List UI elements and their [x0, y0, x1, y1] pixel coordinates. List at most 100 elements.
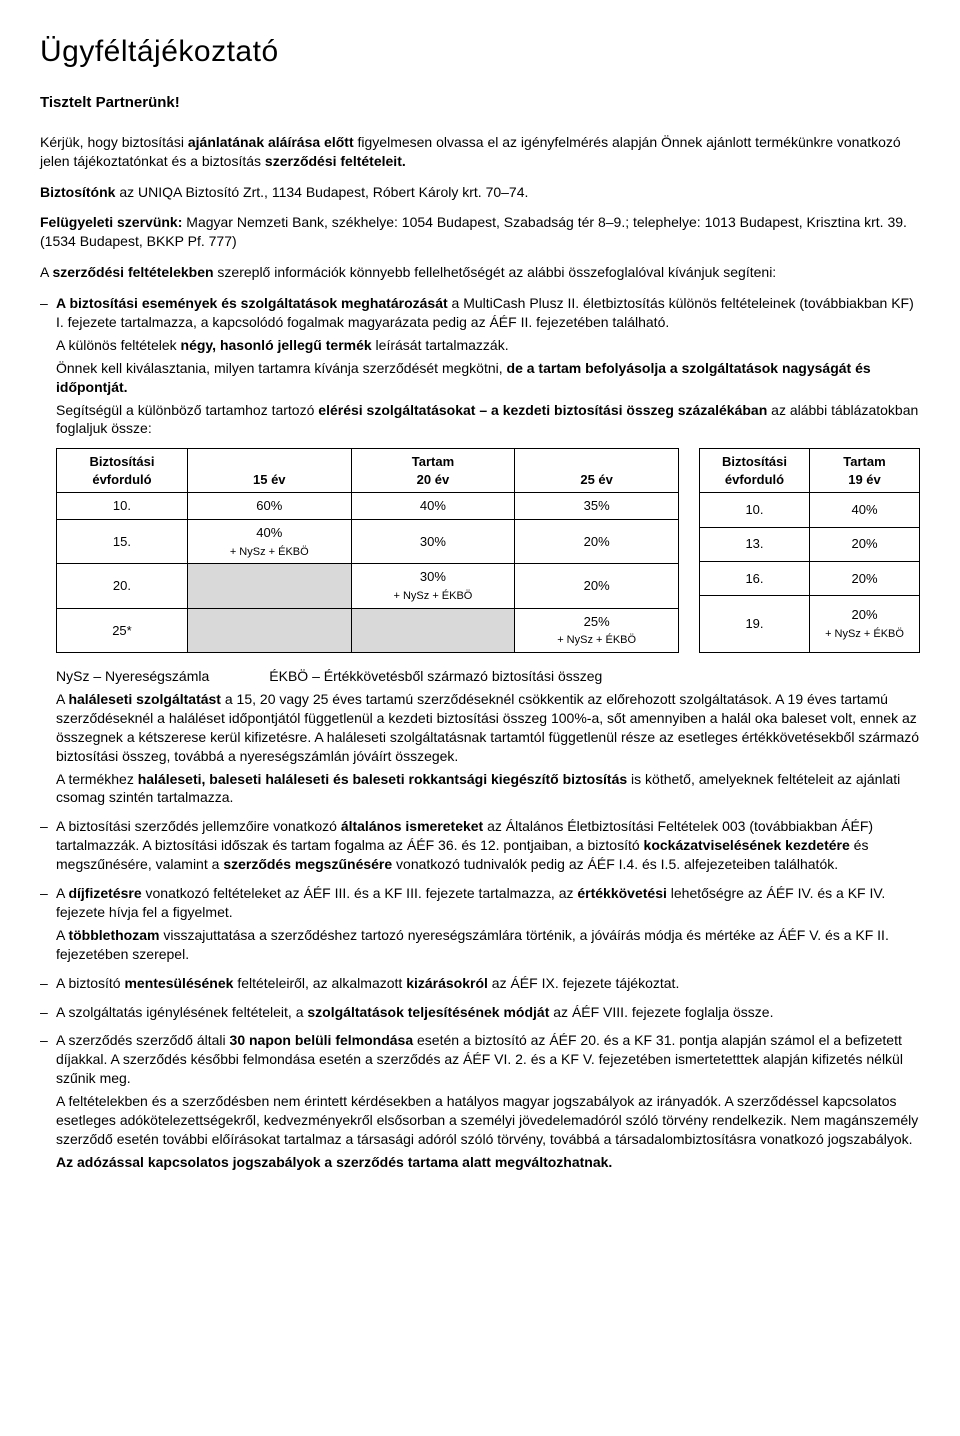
- text: szereplő információk könnyebb fellelhető…: [214, 264, 777, 280]
- table-header: Tartam19 év: [810, 449, 920, 493]
- text-bold: A biztosítási események és szolgáltatáso…: [56, 295, 448, 311]
- text: A: [40, 264, 52, 280]
- text: az ÁÉF IX. fejezete tájékoztat.: [488, 975, 679, 991]
- table-cell: 15.: [57, 519, 188, 563]
- table-row: 10.60%40%35%: [57, 493, 679, 520]
- text: A: [56, 885, 68, 901]
- table-cell: 19.: [700, 595, 810, 652]
- bullet6-p1: A szerződés szerződő általi 30 napon bel…: [56, 1031, 920, 1088]
- text-bold: szerződés megszűnésére: [223, 856, 392, 872]
- table-row: 15.40%+ NySz + ÉKBÖ30%20%: [57, 519, 679, 563]
- intro-p1: Kérjük, hogy biztosítási ajánlatának alá…: [40, 133, 920, 171]
- bullet3-p1: A díjfizetésre vonatkozó feltételeket az…: [56, 884, 920, 922]
- bullet1-l2: A különös feltételek négy, hasonló jelle…: [56, 336, 920, 355]
- table-header: Tartam20 év: [351, 449, 515, 493]
- table-tartam-19: BiztosításiévfordulóTartam19 év10.40%13.…: [699, 448, 920, 653]
- bullet3-p2: A többlethozam visszajuttatása a szerződ…: [56, 926, 920, 964]
- table-cell: 40%+ NySz + ÉKBÖ: [187, 519, 351, 563]
- text: feltételeiről, az alkalmazott: [233, 975, 406, 991]
- after-tables-p1: A haláleseti szolgáltatást a 15, 20 vagy…: [56, 690, 920, 766]
- bullet2: A biztosítási szerződés jellemzőire vona…: [56, 817, 920, 874]
- text: Önnek kell kiválasztania, milyen tartamr…: [56, 360, 507, 376]
- text: Segítségül a különböző tartamhoz tartozó: [56, 402, 318, 418]
- text-bold: kizárásokról: [406, 975, 488, 991]
- text-bold: értékkövetési: [577, 885, 667, 901]
- table-cell: [351, 608, 515, 652]
- table-row: 16.20%: [700, 561, 920, 595]
- intro-p2: Biztosítónk az UNIQA Biztosító Zrt., 113…: [40, 183, 920, 202]
- text-bold: kockázatviselésének kezdetére: [644, 837, 850, 853]
- table-cell: 16.: [700, 561, 810, 595]
- table-legend: NySz – NyereségszámlaÉKBÖ – Értékkövetés…: [56, 667, 920, 686]
- text-bold: haláleseti szolgáltatást: [68, 691, 221, 707]
- table-cell: 20.: [57, 564, 188, 608]
- table-cell: 20%: [810, 561, 920, 595]
- text-bold: szerződési feltételeit.: [265, 153, 406, 169]
- table-cell: 30%+ NySz + ÉKBÖ: [351, 564, 515, 608]
- bullet1-l3: Önnek kell kiválasztania, milyen tartamr…: [56, 359, 920, 397]
- text-bold: ajánlatának aláírása előtt: [188, 134, 354, 150]
- table-cell: [187, 608, 351, 652]
- bullet-item: A biztosító mentesülésének feltételeiről…: [40, 974, 920, 993]
- bullet6-p3: Az adózással kapcsolatos jogszabályok a …: [56, 1153, 920, 1172]
- text: Kérjük, hogy biztosítási: [40, 134, 188, 150]
- text: az ÁÉF VIII. fejezete foglalja össze.: [549, 1004, 773, 1020]
- bullet1-l4: Segítségül a különböző tartamhoz tartozó…: [56, 401, 920, 439]
- table-cell: 25*: [57, 608, 188, 652]
- table-tartam-main: Biztosításiévforduló15 évTartam20 év25 é…: [56, 448, 679, 653]
- text: leírását tartalmazzák.: [372, 337, 509, 353]
- table-row: 10.40%: [700, 493, 920, 527]
- text-bold: haláleseti, baleseti haláleseti és bales…: [138, 771, 627, 787]
- table-row: 25* 25%+ NySz + ÉKBÖ: [57, 608, 679, 652]
- text: A szolgáltatás igénylésének feltételeit,…: [56, 1004, 307, 1020]
- table-header: Biztosításiévforduló: [700, 449, 810, 493]
- legend-nysz: NySz – Nyereségszámla: [56, 668, 209, 684]
- bullet-item: A szolgáltatás igénylésének feltételeit,…: [40, 1003, 920, 1022]
- text-bold: szerződési feltételekben: [52, 264, 213, 280]
- table-cell: 30%: [351, 519, 515, 563]
- table-header: 15 év: [187, 449, 351, 493]
- text-bold: Felügyeleti szervünk:: [40, 214, 182, 230]
- bullet-item: A szerződés szerződő általi 30 napon bel…: [40, 1031, 920, 1171]
- text-bold: általános ismereteket: [341, 818, 483, 834]
- text-bold: szolgáltatások teljesítésének módját: [307, 1004, 549, 1020]
- table-row: 20. 30%+ NySz + ÉKBÖ20%: [57, 564, 679, 608]
- text-bold: Biztosítónk: [40, 184, 115, 200]
- table-cell: 20%: [515, 564, 679, 608]
- page-title: Ügyféltájékoztató: [40, 32, 920, 73]
- text-bold: többlethozam: [68, 927, 159, 943]
- bullet1-l1: A biztosítási események és szolgáltatáso…: [56, 294, 920, 332]
- table-cell: 20%: [810, 527, 920, 561]
- table-cell: 10.: [57, 493, 188, 520]
- table-cell: 20%: [515, 519, 679, 563]
- bullet-item: A biztosítási események és szolgáltatáso…: [40, 294, 920, 807]
- text-bold: mentesülésének: [124, 975, 233, 991]
- text: vonatkozó feltételeket az ÁÉF III. és a …: [142, 885, 578, 901]
- table-cell: 25%+ NySz + ÉKBÖ: [515, 608, 679, 652]
- text: A biztosító: [56, 975, 124, 991]
- text: A: [56, 691, 68, 707]
- text: A termékhez: [56, 771, 138, 787]
- table-header: 25 év: [515, 449, 679, 493]
- table-cell: 13.: [700, 527, 810, 561]
- text: visszajuttatása a szerződéshez tartozó n…: [56, 927, 889, 962]
- table-cell: 35%: [515, 493, 679, 520]
- table-cell: 40%: [351, 493, 515, 520]
- text-bold: Az adózással kapcsolatos jogszabályok a …: [56, 1154, 612, 1170]
- bullet-item: A biztosítási szerződés jellemzőire vona…: [40, 817, 920, 874]
- text: vonatkozó tudnivalók pedig az ÁÉF I.4. é…: [392, 856, 838, 872]
- table-cell: 40%: [810, 493, 920, 527]
- table-cell: 10.: [700, 493, 810, 527]
- bullet5: A szolgáltatás igénylésének feltételeit,…: [56, 1003, 920, 1022]
- bullet-item: A díjfizetésre vonatkozó feltételeket az…: [40, 884, 920, 964]
- table-row: 19.20%+ NySz + ÉKBÖ: [700, 595, 920, 652]
- text-bold: elérési szolgáltatásokat – a kezdeti biz…: [318, 402, 767, 418]
- table-cell: 20%+ NySz + ÉKBÖ: [810, 595, 920, 652]
- text-bold: négy, hasonló jellegű termék: [181, 337, 372, 353]
- text: A biztosítási szerződés jellemzőire vona…: [56, 818, 341, 834]
- salutation: Tisztelt Partnerünk!: [40, 93, 920, 113]
- text: A: [56, 927, 68, 943]
- table-cell: 60%: [187, 493, 351, 520]
- bullet4: A biztosító mentesülésének feltételeiről…: [56, 974, 920, 993]
- table-row: 13.20%: [700, 527, 920, 561]
